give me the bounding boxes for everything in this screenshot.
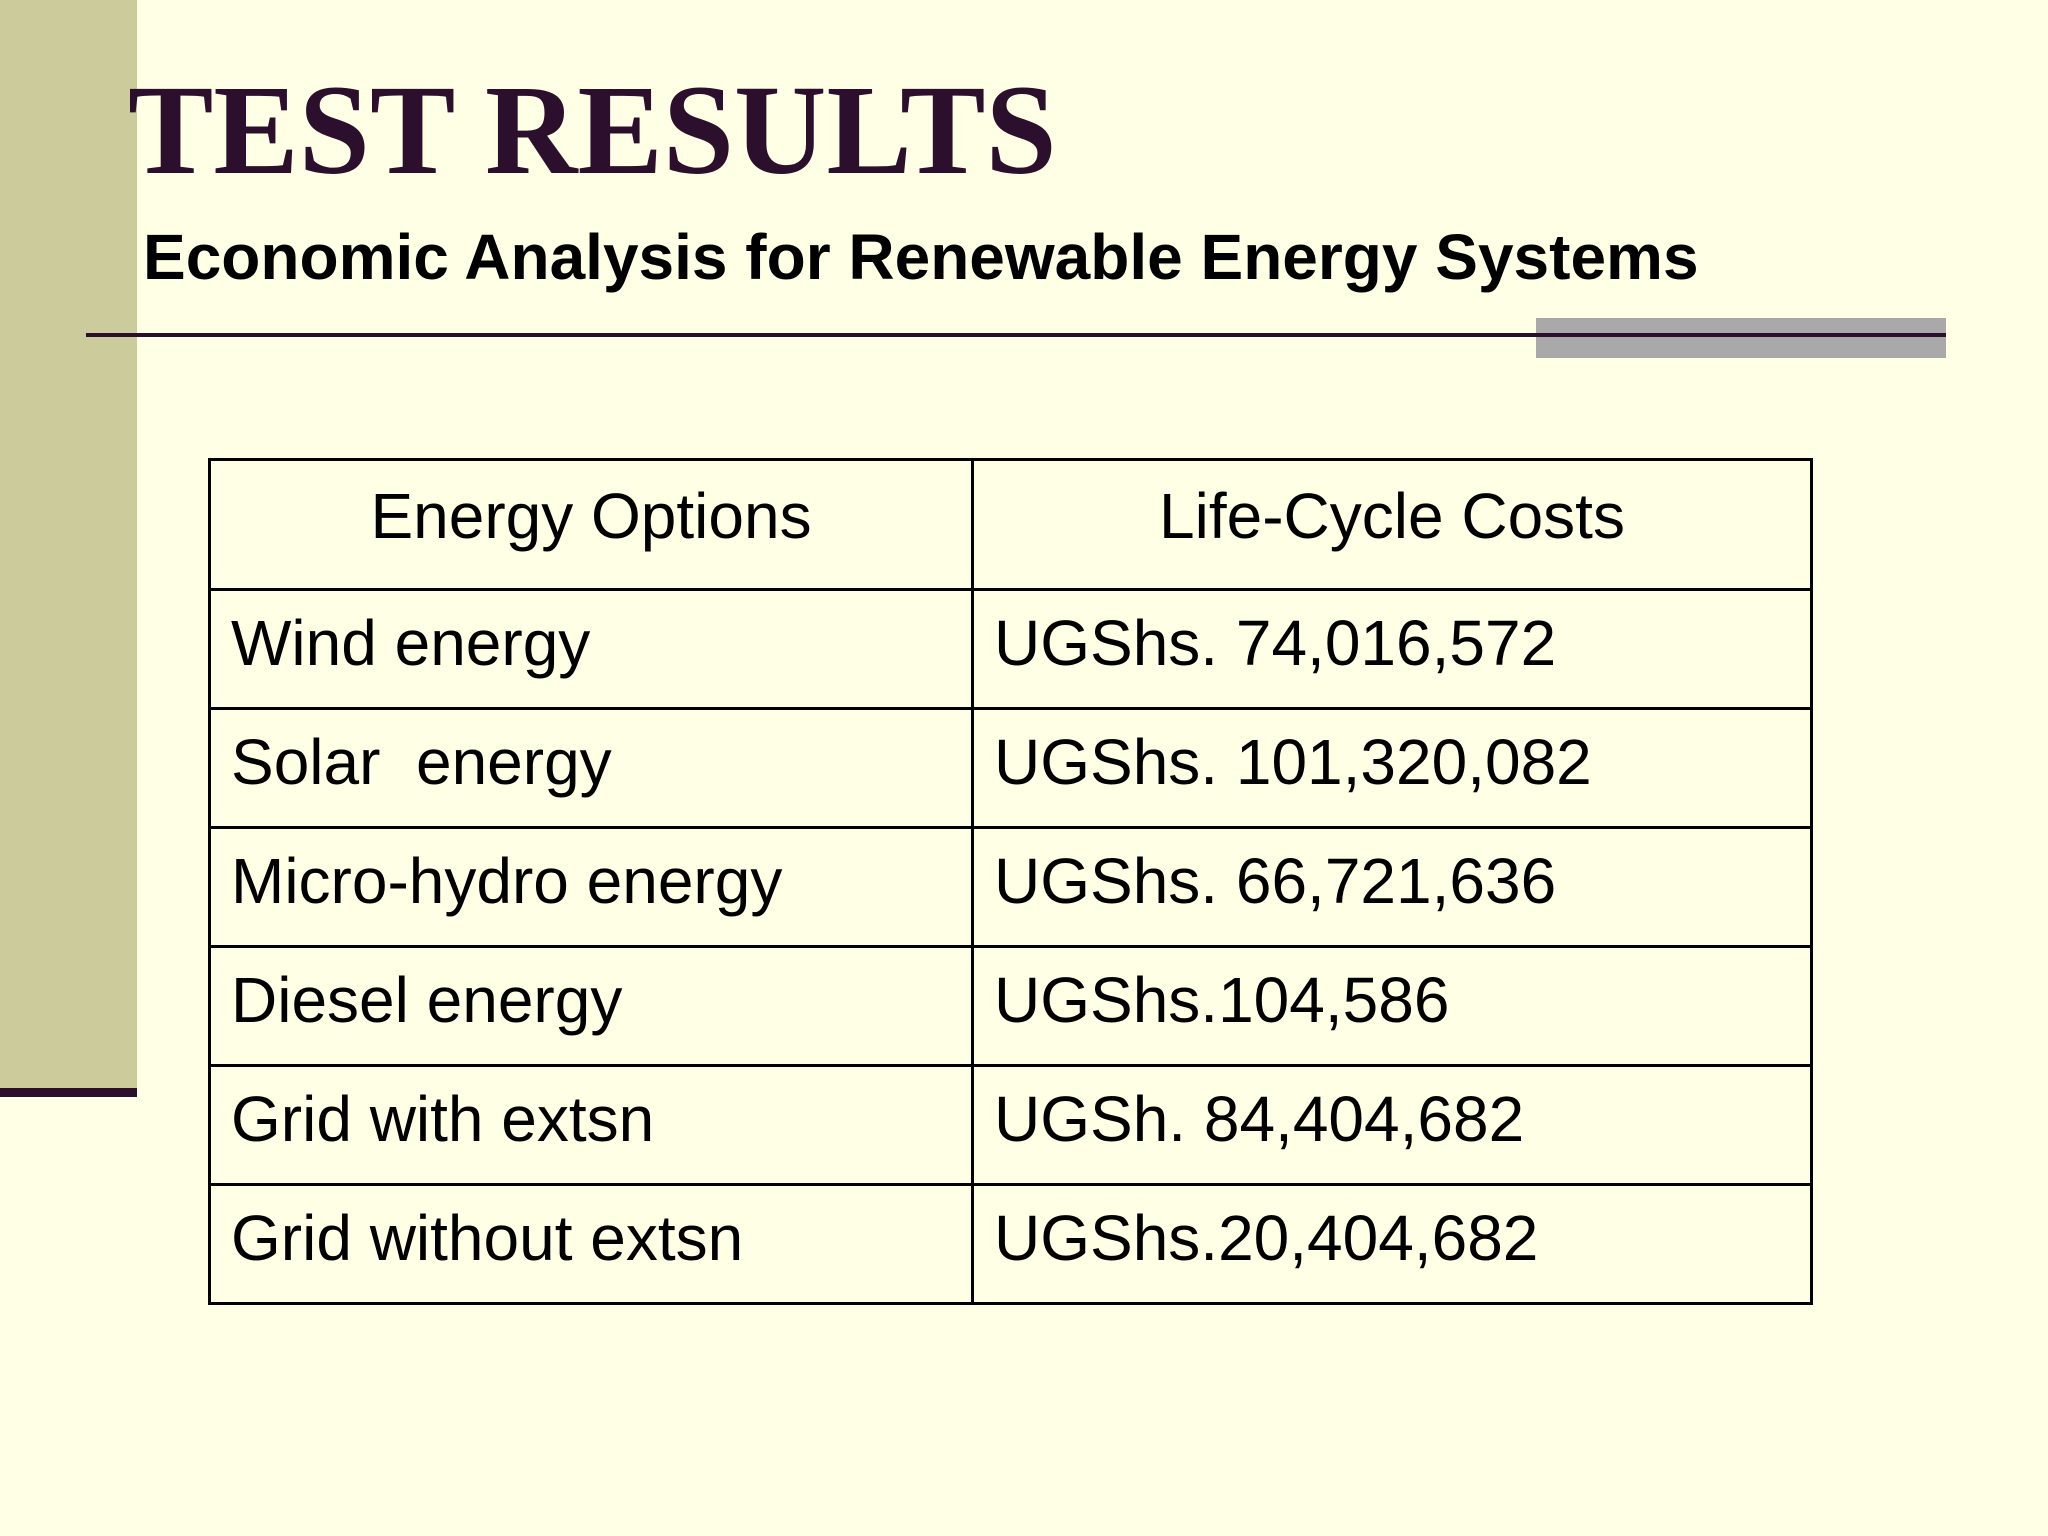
life-cycle-cost-cell: UGShs. 74,016,572: [971, 588, 1813, 710]
life-cycle-cost-cell: UGShs. 66,721,636: [971, 826, 1813, 948]
energy-option-cell: Grid with extsn: [208, 1064, 974, 1186]
life-cycle-cost-cell: UGShs.20,404,682: [971, 1183, 1813, 1305]
title-rule-accent: [1536, 318, 1946, 358]
table-row: Grid with extsn UGSh. 84,404,682: [208, 1064, 1813, 1186]
energy-option-cell: Grid without extsn: [208, 1183, 974, 1305]
life-cycle-cost-cell: UGShs.104,586: [971, 945, 1813, 1067]
side-bar-decoration: [0, 0, 137, 1089]
slide-title: TEST RESULTS: [128, 59, 1057, 201]
table-row: Micro-hydro energy UGShs. 66,721,636: [208, 826, 1813, 948]
table-row: Diesel energy UGShs.104,586: [208, 945, 1813, 1067]
title-rule: [86, 333, 1946, 337]
table-header-row: Energy Options Life-Cycle Costs: [208, 458, 1813, 591]
energy-option-cell: Diesel energy: [208, 945, 974, 1067]
table-row: Solar energy UGShs. 101,320,082: [208, 707, 1813, 829]
side-bar-underline: [0, 1088, 137, 1097]
table-row: Grid without extsn UGShs.20,404,682: [208, 1183, 1813, 1305]
header-energy-options: Energy Options: [208, 458, 974, 591]
life-cycle-cost-table: Energy Options Life-Cycle Costs Wind ene…: [208, 458, 1813, 1305]
energy-option-cell: Micro-hydro energy: [208, 826, 974, 948]
energy-option-cell: Solar energy: [208, 707, 974, 829]
title-rule-accent-line: [1536, 333, 1946, 337]
life-cycle-cost-cell: UGSh. 84,404,682: [971, 1064, 1813, 1186]
slide-subtitle: Economic Analysis for Renewable Energy S…: [143, 221, 1699, 293]
life-cycle-cost-cell: UGShs. 101,320,082: [971, 707, 1813, 829]
energy-option-cell: Wind energy: [208, 588, 974, 710]
table-row: Wind energy UGShs. 74,016,572: [208, 588, 1813, 710]
header-life-cycle-costs: Life-Cycle Costs: [971, 458, 1813, 591]
